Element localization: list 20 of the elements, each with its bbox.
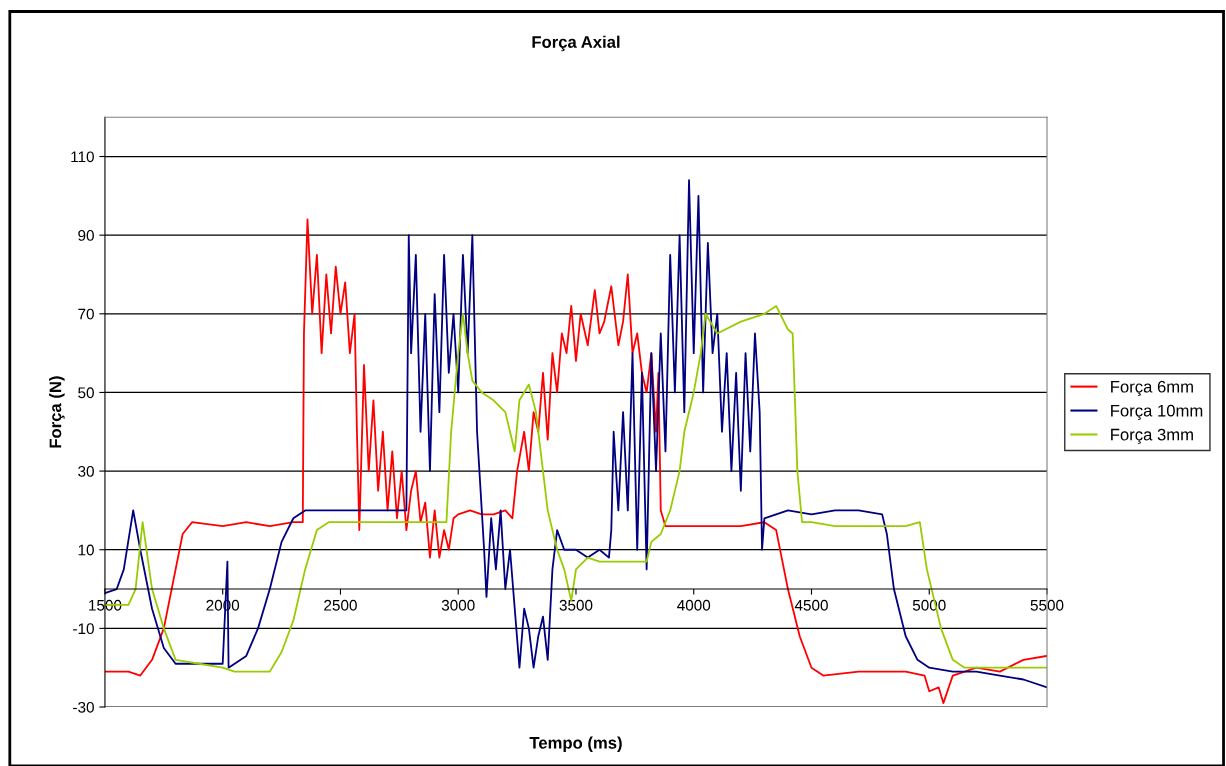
x-tick-label: 5500 bbox=[1030, 599, 1064, 611]
y-tick-label: 70 bbox=[78, 308, 94, 320]
x-tick-label: 2500 bbox=[324, 599, 357, 611]
legend-label: Força 10mm bbox=[1111, 404, 1203, 420]
y-tick-label: -10 bbox=[73, 623, 94, 635]
x-tick-label: 3500 bbox=[559, 599, 593, 611]
x-tick-label: 3000 bbox=[441, 599, 475, 611]
x-tick-label: 4000 bbox=[677, 599, 711, 611]
chart-title: Força Axial bbox=[532, 35, 620, 52]
y-tick-label: 10 bbox=[78, 544, 94, 556]
y-tick-label: 90 bbox=[78, 230, 94, 241]
y-axis-title: Força (N) bbox=[49, 376, 65, 448]
x-tick-label: 4500 bbox=[794, 599, 828, 611]
y-tick-label: -30 bbox=[73, 701, 94, 713]
y-tick-label: 110 bbox=[71, 151, 94, 163]
legend-label: Força 3mm bbox=[1111, 428, 1193, 444]
y-tick-label: 30 bbox=[78, 465, 94, 477]
legend-label: Força 6mm bbox=[1111, 380, 1193, 396]
x-axis-title: Tempo (ms) bbox=[529, 736, 622, 753]
y-tick-label: 50 bbox=[78, 387, 94, 399]
